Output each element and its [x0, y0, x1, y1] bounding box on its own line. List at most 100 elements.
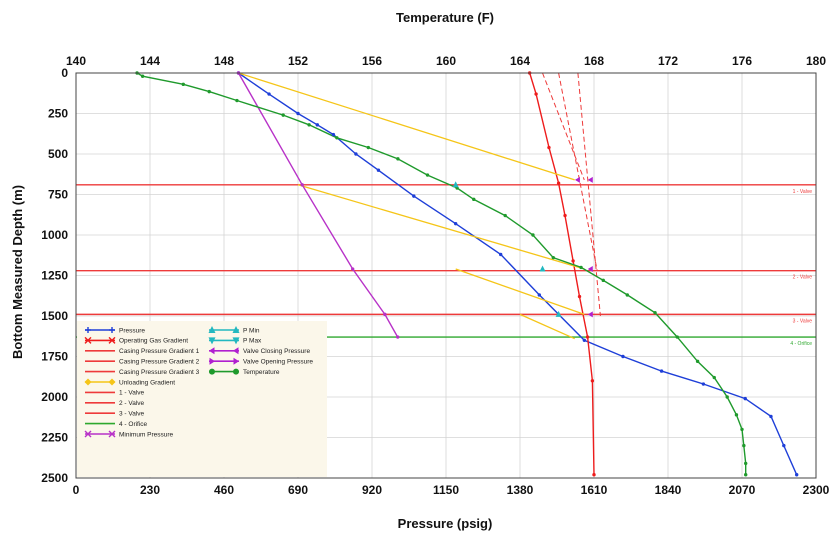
- depth-tick-label: 1500: [41, 309, 68, 323]
- legend-label: Valve Closing Pressure: [243, 348, 310, 355]
- legend-triangle-up: [208, 326, 216, 333]
- pressure-point: [537, 293, 542, 297]
- legend-triangle-left: [233, 347, 239, 355]
- pressure-point: [412, 194, 416, 198]
- casing-pressure-gradient-segment: [577, 72, 601, 317]
- tick-labels: 0 230 460 690 920 1150 1380 1610 1840 2070 2300 140…: [41, 54, 829, 497]
- operating-gas-gradient-point: [534, 92, 538, 96]
- valve-pressure-marker: [587, 266, 593, 273]
- legend-x: [84, 336, 92, 344]
- legend-triangle-down: [232, 337, 240, 345]
- minimum-pressure-point: [396, 335, 400, 339]
- legend-label: Casing Pressure Gradient 1: [119, 348, 200, 355]
- casing-pressure-gradient-segment: [542, 72, 585, 181]
- temperature-point: [335, 136, 339, 140]
- legend-label: P Max: [243, 338, 262, 345]
- depth-tick-label: 2500: [41, 471, 68, 485]
- operating-gas-gradient-point: [563, 213, 567, 218]
- pressure-tick-label: 1150: [433, 483, 459, 497]
- legend-label: Temperature: [243, 369, 280, 376]
- depth-tick-label: 1250: [41, 269, 68, 283]
- temperature-tick-label: 164: [510, 54, 530, 68]
- temperature-tick-label: 152: [288, 54, 308, 68]
- temperature-point: [712, 375, 716, 380]
- temperature-point: [281, 113, 285, 117]
- temperature-point: [503, 213, 507, 218]
- temperature-point: [472, 197, 476, 202]
- valve-pressure-marker: [587, 311, 593, 318]
- legend-circle: [209, 368, 215, 375]
- temperature-point: [307, 123, 311, 127]
- pressure-point: [315, 123, 320, 127]
- grid-layer: [76, 73, 816, 478]
- temperature-tick-label: 180: [806, 54, 826, 68]
- p-min-marker: [555, 310, 562, 317]
- temperature-point: [625, 293, 629, 297]
- pressure-point: [782, 443, 786, 448]
- legend-label: 2 - Valve: [119, 400, 145, 407]
- pressure-tick-label: 1610: [581, 483, 608, 497]
- legend-triangle-up: [232, 326, 240, 333]
- pressure-point: [498, 252, 503, 257]
- depth-tick-label: 500: [48, 147, 68, 161]
- temperature-point: [734, 413, 739, 417]
- pressure-tick-label: 920: [362, 483, 382, 497]
- legend-label: 4 - Orifice: [119, 421, 148, 428]
- depth-tick-label: 2250: [41, 431, 68, 445]
- legend-label: Unloading Gradient: [119, 379, 175, 386]
- legend-x: [84, 430, 92, 438]
- depth-tick-label: 250: [48, 107, 68, 121]
- legend-x: [108, 336, 116, 344]
- temperature-point: [396, 157, 400, 161]
- legend-label: Casing Pressure Gradient 2: [119, 359, 200, 366]
- pressure-point: [376, 168, 381, 172]
- zone-lines: 1 - Valve 2 - Valve 3 - Valve 4 - Orifice: [76, 184, 816, 347]
- temperature-point: [579, 265, 583, 270]
- temperature-point: [725, 395, 729, 399]
- legend: Pressure Operating Gas Gradient Casing Pre…: [77, 321, 327, 477]
- operating-gas-gradient-point: [571, 259, 575, 263]
- casing-pressure-gradient-segment: [558, 72, 598, 271]
- temperature-point: [601, 278, 605, 283]
- pressure-point: [453, 221, 458, 226]
- depth-tick-label: 2000: [41, 390, 68, 404]
- minimum-pressure-point: [300, 183, 304, 187]
- valve-pressure-marker: [587, 176, 593, 183]
- pressure-point: [794, 473, 799, 477]
- pressure-tick-label: 230: [140, 483, 160, 497]
- depth-line-label: 3 - Valve: [793, 318, 813, 324]
- depth-line-label: 4 - Orifice: [790, 341, 812, 347]
- legend-triangle-right: [209, 357, 215, 365]
- minimum-pressure-line: [237, 72, 399, 338]
- depth-tick-label: 0: [61, 66, 68, 80]
- operating-gas-gradient-point: [577, 294, 582, 299]
- temperature-tick-label: 160: [436, 54, 456, 68]
- left-axis-title: Bottom Measured Depth (m): [10, 185, 25, 359]
- temperature-tick-label: 148: [214, 54, 234, 68]
- depth-line-label: 1 - Valve: [793, 189, 813, 195]
- pressure-point: [659, 369, 664, 373]
- p-min-marker: [452, 181, 459, 188]
- pressure-tick-label: 1380: [507, 483, 534, 497]
- legend-label: Operating Gas Gradient: [119, 338, 188, 345]
- marker-layer: [135, 71, 799, 477]
- pressure-point: [331, 132, 336, 137]
- unloading-gradient-segment: [455, 268, 585, 316]
- operating-gas-gradient-line: [529, 72, 595, 475]
- temperature-tick-label: 140: [66, 54, 86, 68]
- temperature-point: [207, 89, 211, 94]
- bottom-axis-title: Pressure (psig): [398, 516, 493, 531]
- legend-label: 1 - Valve: [119, 390, 145, 397]
- temperature-point: [740, 427, 744, 432]
- depth-tick-label: 1000: [41, 228, 68, 242]
- minimum-pressure-point: [383, 312, 387, 317]
- operating-gas-gradient-point: [585, 335, 590, 339]
- legend-label: 3 - Valve: [119, 411, 145, 418]
- temperature-tick-label: 172: [658, 54, 678, 68]
- depth-line-label: 2 - Valve: [793, 275, 813, 281]
- legend-triangle-right: [233, 357, 239, 365]
- valve-pressure-marker: [574, 176, 580, 183]
- pressure-tick-label: 0: [73, 483, 80, 497]
- minimum-pressure-point: [350, 267, 355, 271]
- pressure-point: [621, 354, 625, 359]
